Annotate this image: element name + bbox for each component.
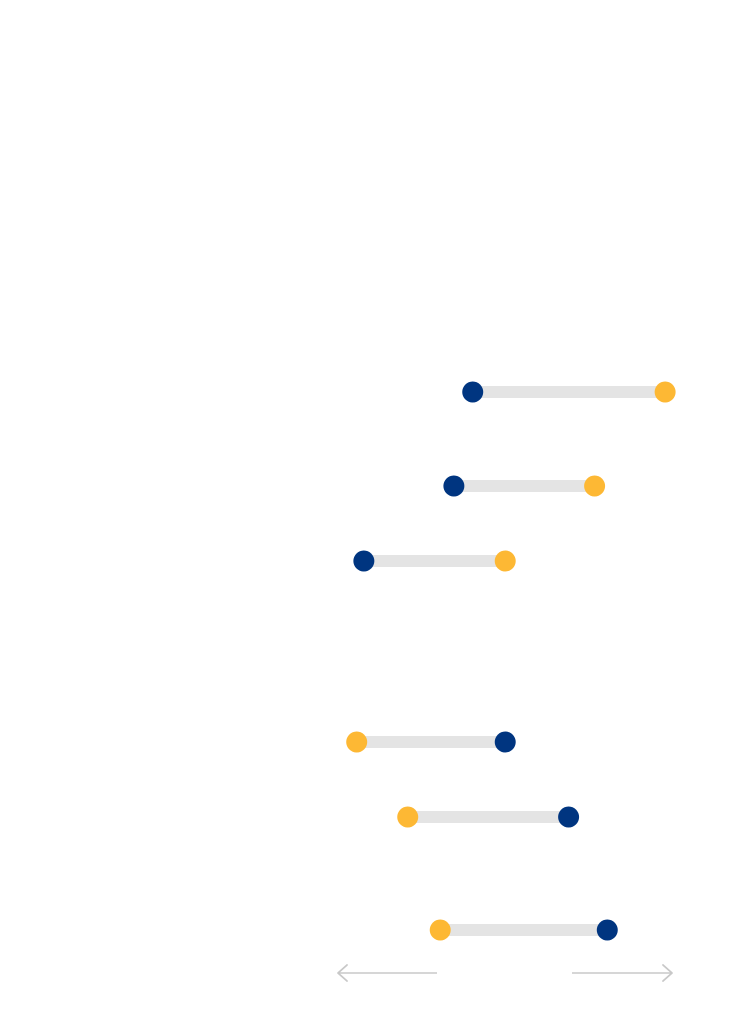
end-point (397, 806, 419, 828)
start-point (443, 475, 465, 497)
dumbbell-row (346, 731, 516, 753)
dumbbell-row (353, 550, 516, 572)
dumbbell-row (462, 381, 676, 403)
dumbbell-row (397, 806, 580, 828)
start-point (462, 381, 484, 403)
start-point (494, 731, 516, 753)
start-point (353, 550, 375, 572)
dumbbell-row (443, 475, 606, 497)
end-point (584, 475, 606, 497)
dumbbell-row (429, 919, 618, 941)
start-point (596, 919, 618, 941)
start-point (558, 806, 580, 828)
end-point (654, 381, 676, 403)
end-point (494, 550, 516, 572)
end-point (429, 919, 451, 941)
arrow-left-icon (337, 964, 437, 982)
end-point (346, 731, 368, 753)
x-axis-arrows (337, 964, 673, 982)
arrow-right-icon (572, 964, 673, 982)
rows-layer (346, 381, 676, 941)
